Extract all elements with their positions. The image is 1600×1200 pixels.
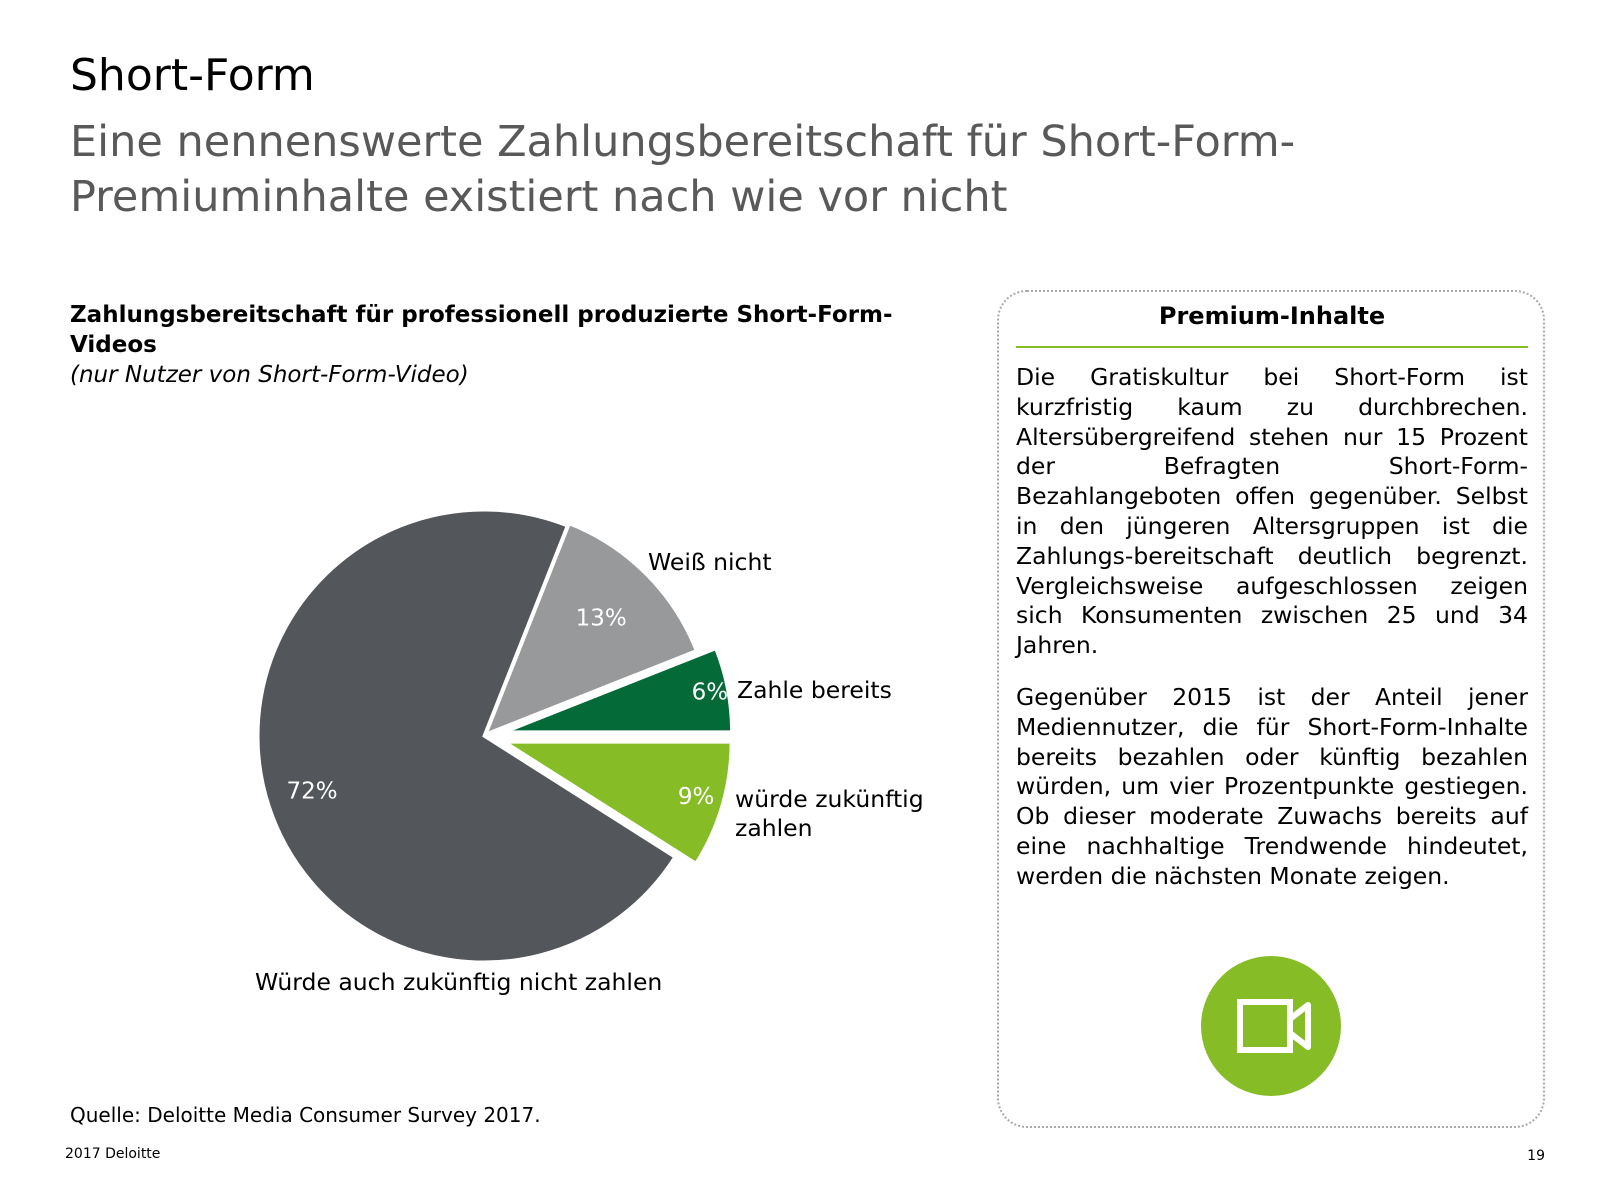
copyright: 2017 Deloitte [65,1146,161,1162]
value-label: 6% [692,679,729,705]
source-note: Quelle: Deloitte Media Consumer Survey 2… [70,1103,541,1127]
category-label: Zahle bereits [737,676,892,704]
pie-slice [499,740,733,866]
video-icon [1201,956,1341,1096]
category-label: würde zukünftig zahlen [735,785,924,842]
panel-divider [1016,346,1528,348]
slide-subtitle: Eine nennenswerte Zahlungsbereitschaft f… [70,117,1296,222]
chart-subtitle: (nur Nutzer von Short-Form-Video) [70,362,469,388]
panel-title: Premium-Inhalte [1158,302,1386,330]
pie-slice [483,521,699,737]
paragraph: Die Gratiskultur bei Short-Form ist kurz… [1016,363,1528,660]
slide-title: Short-Form [70,50,315,101]
pie-slice [505,646,734,734]
chart-title: Zahlungsbereitschaft für professionell p… [70,302,893,358]
value-label: 72% [286,778,337,804]
paragraph: Gegenüber 2015 ist der Anteil jener Medi… [1016,682,1528,890]
pie-chart: 9% 72% 13% 6% [256,508,734,964]
category-label: Weiß nicht [648,548,772,576]
category-label: Würde auch zukünftig nicht zahlen [255,968,663,996]
value-label: 13% [576,605,627,631]
page-number: 19 [1527,1148,1545,1164]
panel-text: Die Gratiskultur bei Short-Form ist kurz… [1016,363,1528,914]
info-panel [997,290,1545,1128]
pie-slice [256,508,677,964]
value-label: 9% [678,784,715,810]
